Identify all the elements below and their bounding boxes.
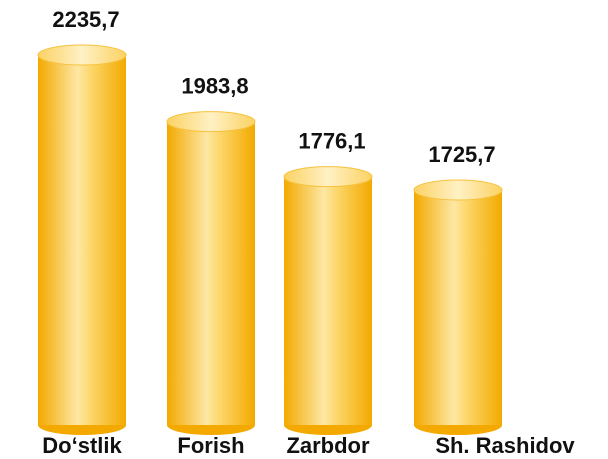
bar-body — [38, 55, 126, 425]
value-label: 1725,7 — [428, 142, 495, 167]
bar-top — [283, 166, 373, 188]
bar — [166, 111, 256, 435]
bar — [283, 166, 373, 435]
bar-body — [167, 121, 255, 425]
value-label: 2235,7 — [52, 7, 119, 32]
bar — [37, 44, 127, 435]
bar-body — [414, 190, 502, 425]
value-label: 1983,8 — [181, 73, 248, 98]
x-tick-label: Sh. Rashidov — [435, 433, 575, 458]
bar-top — [37, 44, 127, 66]
bar-body — [284, 176, 372, 425]
bar-top — [413, 179, 503, 201]
x-tick-label: Do‘stlik — [42, 433, 122, 458]
x-tick-label: Zarbdor — [286, 433, 370, 458]
bar — [413, 179, 503, 435]
bar-top — [166, 111, 256, 133]
value-label: 1776,1 — [298, 128, 365, 153]
x-tick-label: Forish — [177, 433, 244, 458]
